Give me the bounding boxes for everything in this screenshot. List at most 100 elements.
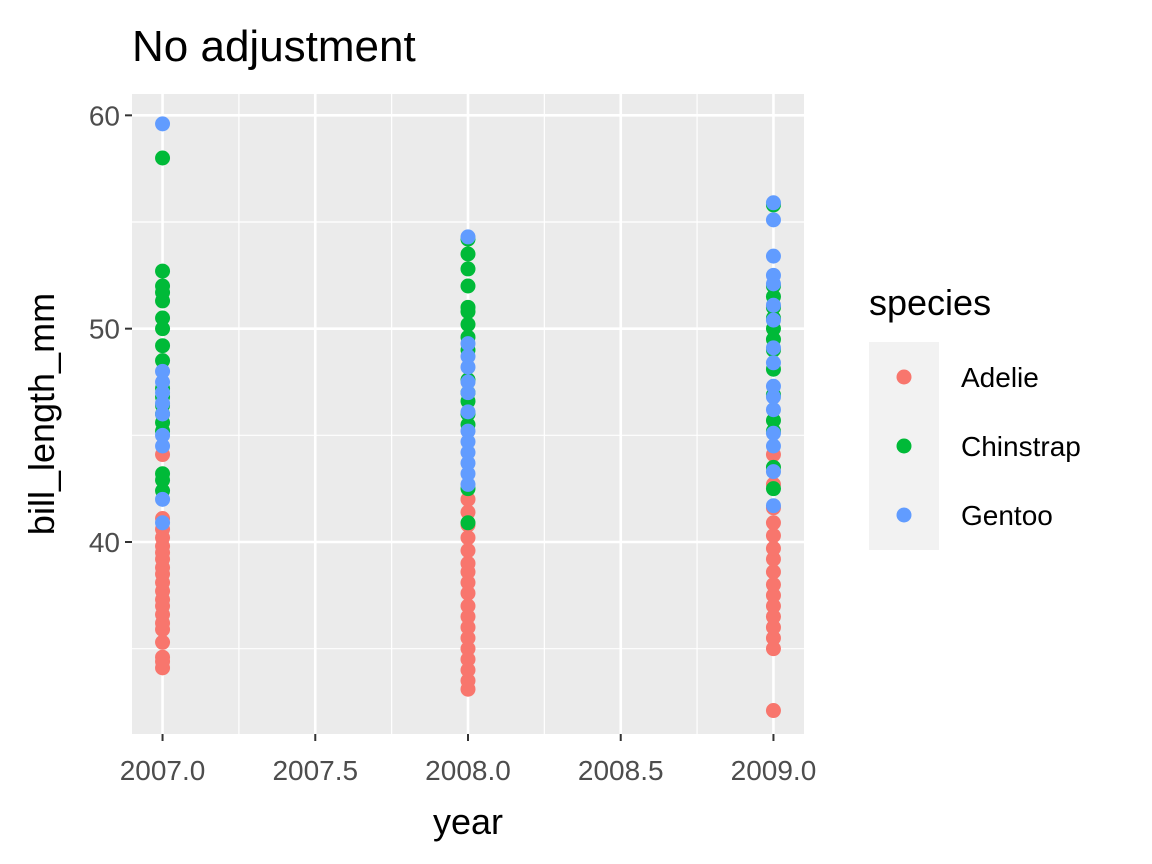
data-point bbox=[765, 577, 781, 593]
data-point bbox=[765, 609, 781, 625]
data-point bbox=[460, 455, 476, 471]
data-point bbox=[765, 297, 781, 313]
x-tick-label: 2007.0 bbox=[120, 755, 206, 786]
x-tick-label: 2007.5 bbox=[272, 755, 358, 786]
data-point bbox=[460, 515, 476, 531]
data-point bbox=[460, 543, 476, 559]
chart-title: No adjustment bbox=[132, 22, 416, 71]
legend-key-adelie bbox=[896, 369, 912, 385]
data-point bbox=[765, 551, 781, 567]
data-point bbox=[155, 321, 171, 337]
data-point bbox=[460, 575, 476, 591]
data-point bbox=[460, 673, 476, 689]
data-point bbox=[460, 662, 476, 678]
data-points bbox=[155, 116, 781, 719]
data-point bbox=[765, 619, 781, 635]
legend-key-chinstrap bbox=[896, 438, 912, 454]
data-point bbox=[460, 476, 476, 492]
data-point bbox=[155, 515, 171, 531]
data-point bbox=[765, 540, 781, 556]
data-point bbox=[765, 498, 781, 514]
legend-label-chinstrap: Chinstrap bbox=[961, 431, 1081, 462]
data-point bbox=[460, 466, 476, 482]
y-tick-label: 60 bbox=[89, 100, 120, 131]
data-point bbox=[765, 425, 781, 441]
data-point bbox=[460, 598, 476, 614]
data-point bbox=[155, 363, 171, 379]
data-point bbox=[460, 229, 476, 245]
data-point bbox=[460, 404, 476, 420]
data-point bbox=[765, 355, 781, 371]
data-point bbox=[460, 641, 476, 657]
y-tick-label: 40 bbox=[89, 527, 120, 558]
data-point bbox=[460, 261, 476, 277]
data-point bbox=[155, 438, 171, 454]
y-axis: 40 50 60 bbox=[89, 100, 132, 558]
data-point bbox=[460, 491, 476, 507]
data-point bbox=[765, 464, 781, 480]
data-point bbox=[765, 528, 781, 544]
data-point bbox=[155, 634, 171, 650]
legend: species Adelie Chinstrap Gentoo bbox=[869, 282, 1081, 550]
data-point bbox=[155, 466, 171, 482]
data-point bbox=[460, 278, 476, 294]
legend-key-gentoo bbox=[896, 507, 912, 523]
legend-items: Adelie Chinstrap Gentoo bbox=[896, 362, 1081, 531]
data-point bbox=[765, 703, 781, 719]
data-point bbox=[765, 412, 781, 428]
y-axis-title: bill_length_mm bbox=[21, 293, 62, 535]
data-point bbox=[765, 378, 781, 394]
data-point bbox=[155, 353, 171, 369]
data-point bbox=[765, 389, 781, 405]
data-point bbox=[155, 406, 171, 422]
data-point bbox=[460, 530, 476, 546]
y-tick-label: 50 bbox=[89, 314, 120, 345]
data-point bbox=[765, 515, 781, 531]
data-point bbox=[460, 336, 476, 352]
data-point bbox=[155, 338, 171, 354]
data-point bbox=[155, 150, 171, 166]
x-axis: 2007.0 2007.5 2008.0 2008.5 2009.0 bbox=[120, 734, 817, 786]
data-point bbox=[155, 310, 171, 326]
data-point bbox=[460, 585, 476, 601]
data-point bbox=[765, 195, 781, 211]
x-tick-label: 2008.5 bbox=[578, 755, 664, 786]
data-point bbox=[460, 630, 476, 646]
x-axis-title: year bbox=[433, 801, 503, 842]
data-point bbox=[765, 212, 781, 228]
data-point bbox=[765, 438, 781, 454]
data-point bbox=[460, 609, 476, 625]
x-tick-label: 2009.0 bbox=[731, 755, 817, 786]
legend-label-adelie: Adelie bbox=[961, 362, 1039, 393]
data-point bbox=[460, 359, 476, 375]
data-point bbox=[155, 278, 171, 294]
data-point bbox=[155, 263, 171, 279]
data-point bbox=[460, 348, 476, 364]
data-point bbox=[155, 385, 171, 401]
data-point bbox=[460, 555, 476, 571]
data-point bbox=[460, 444, 476, 460]
data-point bbox=[765, 340, 781, 356]
data-point bbox=[765, 587, 781, 603]
series-gentoo bbox=[155, 116, 781, 531]
data-point bbox=[460, 619, 476, 635]
data-point bbox=[765, 481, 781, 497]
data-point bbox=[460, 504, 476, 520]
data-point bbox=[765, 598, 781, 614]
data-point bbox=[765, 564, 781, 580]
data-point bbox=[460, 316, 476, 332]
data-point bbox=[155, 427, 171, 443]
data-point bbox=[155, 649, 171, 665]
data-point bbox=[765, 402, 781, 418]
data-point bbox=[460, 374, 476, 390]
data-point bbox=[765, 248, 781, 264]
data-point bbox=[460, 423, 476, 439]
data-point bbox=[765, 312, 781, 328]
legend-title: species bbox=[869, 282, 991, 323]
data-point bbox=[765, 630, 781, 646]
data-point bbox=[155, 491, 171, 507]
data-point bbox=[460, 651, 476, 667]
legend-label-gentoo: Gentoo bbox=[961, 500, 1053, 531]
data-point bbox=[155, 374, 171, 390]
